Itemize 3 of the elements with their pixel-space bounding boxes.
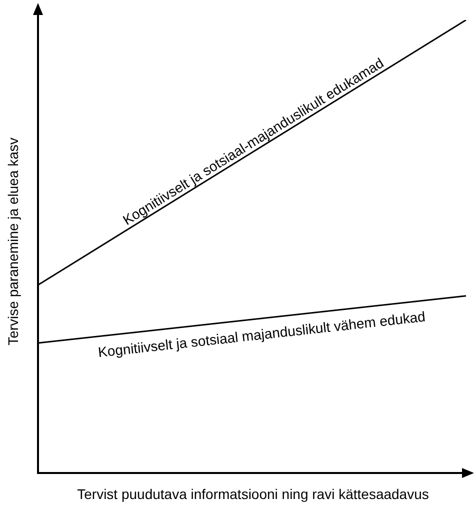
y-axis-title: Tervise paranemine ja eluea kasv — [4, 138, 21, 346]
text: Kognitiivselt ja sotsiaal majanduslikult vähem edukad — [97, 308, 426, 360]
x-axis-title: Tervist puudutava informatsiooni ning ravi kättesaadavus — [77, 486, 429, 502]
